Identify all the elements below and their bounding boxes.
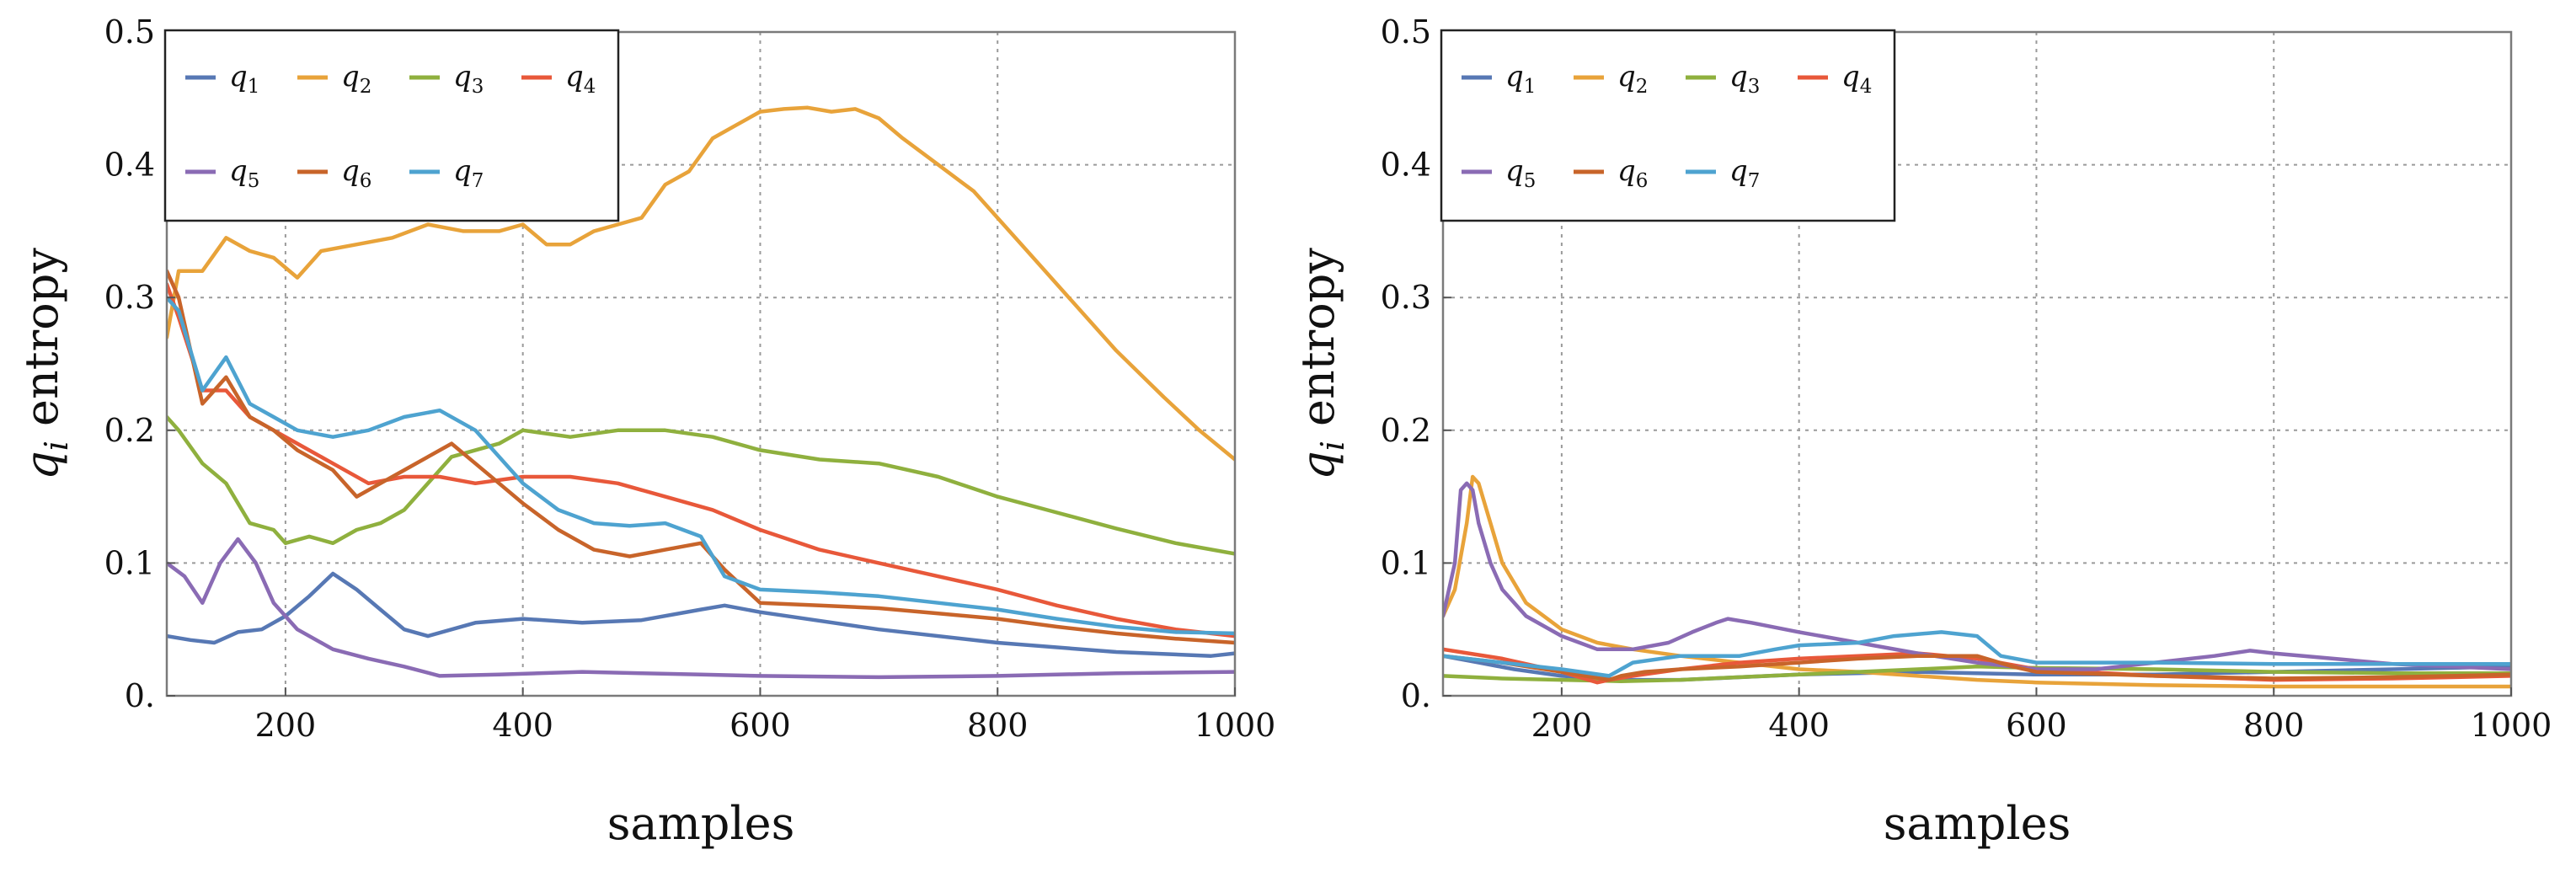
y-tick-label: 0.1 (1381, 544, 1431, 581)
right-chart: 200 400 600 800 1000 0. 0.1 0.2 0.3 0.4 0.5 samples… (1291, 13, 2552, 850)
plot-frame (165, 30, 1237, 697)
legend-label-q2: q2 (341, 60, 371, 98)
x-tick-label: 400 (492, 707, 553, 744)
legend-label-q1: q1 (1505, 60, 1536, 98)
series-line-q5 (167, 537, 1235, 680)
left-chart: 200 400 600 800 1000 0. 0.1 0.2 0.3 0.4 0.5 samples… (15, 13, 1275, 850)
series-line-q6 (1443, 654, 2511, 682)
legend-label-main: q (229, 60, 248, 94)
legend-label-main: q (1729, 154, 1748, 188)
x-axis-label: samples (1884, 797, 2071, 850)
x-tick-label: 400 (1768, 707, 1830, 744)
legend-label-q7: q7 (453, 154, 484, 192)
legend-box (163, 29, 620, 222)
y-tick-label: 0.1 (104, 544, 155, 581)
legend-label-main: q (229, 154, 248, 188)
legend-label-sub: 4 (1860, 76, 1873, 98)
legend-label-main: q (1505, 154, 1524, 188)
legend-label-sub: 7 (472, 170, 484, 192)
x-tick-label: 800 (967, 707, 1029, 744)
y-axis-label: qi entropy (1291, 248, 1351, 480)
legend-label-q4: q4 (1841, 60, 1872, 98)
series-line-q7 (167, 295, 1235, 636)
legend-label-q6: q6 (1617, 154, 1648, 192)
x-tick-label: 200 (1531, 707, 1593, 744)
series-line-q3 (167, 414, 1235, 556)
x-tick-label: 1000 (2471, 707, 2552, 744)
y-axis-label-main: q (15, 451, 68, 480)
legend-label-sub: 3 (472, 76, 484, 98)
series-line-q6 (167, 269, 1235, 645)
legend-label-sub: 1 (248, 76, 260, 98)
legend-label-sub: 7 (1748, 170, 1761, 192)
legend-label-sub: 2 (1636, 76, 1649, 98)
plot-frame (1441, 30, 2513, 697)
legend-label-q3: q3 (453, 60, 484, 98)
legend-label-main: q (1729, 60, 1748, 94)
legend-label-q6: q6 (341, 154, 371, 192)
legend-box (1440, 29, 1896, 222)
y-axis-label-sub: i (38, 441, 75, 451)
legend-label-q2: q2 (1617, 60, 1648, 98)
legend-label-q3: q3 (1729, 60, 1760, 98)
legend-label-sub: 5 (248, 170, 260, 192)
legend-label-sub: 4 (584, 76, 596, 98)
legend-label-sub: 5 (1524, 170, 1537, 192)
legend-label-main: q (453, 60, 472, 94)
series-line-q2 (167, 105, 1235, 462)
y-tick-label: 0. (125, 677, 155, 714)
legend-label-sub: 6 (360, 170, 372, 192)
legend-label-sub: 3 (1748, 76, 1761, 98)
series-line-q1 (167, 571, 1235, 658)
y-tick-label: 0. (1401, 677, 1431, 714)
x-tick-label: 200 (255, 707, 317, 744)
legend-label-main: q (341, 154, 360, 188)
x-tick-label: 800 (2243, 707, 2305, 744)
series-line-q3 (1443, 665, 2511, 683)
legend-label-q1: q1 (229, 60, 259, 98)
legend-label-q4: q4 (565, 60, 596, 98)
y-tick-label: 0.5 (104, 13, 155, 51)
y-tick-label: 0.5 (1381, 13, 1431, 51)
x-tick-label: 600 (730, 707, 791, 744)
y-tick-label: 0.4 (104, 147, 155, 184)
series-line-q7 (1443, 630, 2511, 678)
legend-label-q5: q5 (229, 154, 259, 192)
y-axis-label-rest: entropy (15, 248, 68, 441)
legend-label-main: q (1617, 60, 1636, 94)
legend-label-sub: 6 (1636, 170, 1649, 192)
legend-label-q5: q5 (1505, 154, 1536, 192)
legend-label-main: q (1841, 60, 1860, 94)
legend-label-sub: 2 (360, 76, 372, 98)
legend-label-main: q (453, 154, 472, 188)
y-axis-label-group: qi entropy (15, 248, 75, 480)
legend-label-main: q (1617, 154, 1636, 188)
legend-label-q7: q7 (1729, 154, 1760, 192)
x-tick-label: 600 (2006, 707, 2067, 744)
legend-label-main: q (1505, 60, 1524, 94)
y-tick-label: 0.3 (1381, 279, 1431, 316)
x-tick-label: 1000 (1194, 707, 1276, 744)
legend-label-main: q (565, 60, 584, 94)
series-group (167, 105, 1235, 680)
series-line-q2 (1443, 474, 2511, 689)
y-tick-label: 0.3 (104, 279, 155, 316)
y-axis-label-sub: i (1314, 441, 1351, 451)
y-tick-label: 0.2 (104, 412, 155, 449)
series-group (1443, 474, 2511, 689)
legend-label-main: q (341, 60, 360, 94)
y-axis-label: qi entropy (15, 248, 75, 480)
y-tick-label: 0.4 (1381, 147, 1431, 184)
series-line-q5 (1443, 481, 2511, 671)
y-axis-label-rest: entropy (1291, 248, 1344, 441)
y-axis-label-group: qi entropy (1291, 248, 1351, 480)
y-tick-label: 0.2 (1381, 412, 1431, 449)
y-axis-label-main: q (1291, 451, 1344, 480)
x-axis-label: samples (607, 797, 795, 850)
legend-label-sub: 1 (1524, 76, 1537, 98)
